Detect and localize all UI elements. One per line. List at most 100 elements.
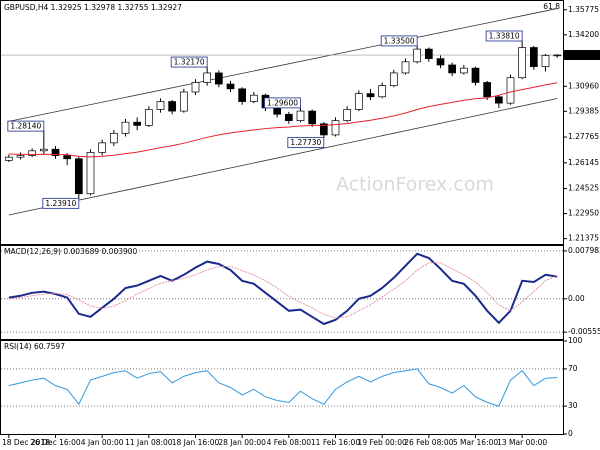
y-tick-label: 1.21375 — [568, 234, 599, 243]
annotation-box — [42, 197, 80, 209]
y-tick-label: 70 — [568, 364, 578, 373]
annotation-box — [170, 56, 208, 68]
annotation-box — [264, 97, 301, 109]
x-tick-label: 11 Feb 16:00 — [311, 438, 360, 447]
candle-body — [448, 64, 457, 74]
last-price-box — [564, 50, 600, 61]
candle-body — [331, 120, 340, 136]
candle-body — [28, 150, 37, 156]
candle-body — [133, 121, 142, 126]
candle-body — [86, 152, 95, 195]
macd-panel — [0, 245, 564, 340]
annotation-label: 1.32170 — [174, 58, 205, 67]
annotation-box — [485, 30, 523, 42]
candle-body — [553, 54, 562, 57]
annotation-box — [380, 35, 418, 47]
candle-body — [51, 148, 60, 156]
y-tick-label: 1.35775 — [568, 5, 599, 14]
candle-body — [16, 155, 25, 158]
x-tick-label: 26 Dec 16:00 — [30, 438, 81, 447]
annotation-label: 1.29600 — [267, 98, 298, 107]
rsi-title: RSI(14) 60.7597 — [4, 342, 65, 351]
x-tick-label: 5 Mar 16:00 — [453, 438, 499, 447]
candle-body — [249, 94, 258, 102]
candle-body — [518, 47, 527, 79]
candle-body — [168, 101, 177, 112]
candle-body — [529, 47, 538, 67]
y-tick-label: 1.34200 — [568, 30, 599, 39]
candle-body — [226, 83, 235, 90]
y-tick-label: 1.22950 — [568, 209, 599, 218]
candle-body — [156, 101, 165, 110]
x-tick-label: 11 Jan 08:00 — [125, 438, 173, 447]
trend-line — [8, 8, 558, 122]
x-tick-label: 4 Feb 08:00 — [267, 438, 312, 447]
y-tick-label: 1.29385 — [568, 106, 599, 115]
candle-body — [494, 96, 503, 104]
annotation-label: 1.28140 — [10, 122, 41, 131]
fib-label: 61.8 — [543, 2, 560, 11]
candle-body — [319, 123, 328, 136]
candle-body — [541, 55, 550, 67]
candle-body — [4, 156, 13, 161]
candle-body — [179, 91, 188, 112]
candle-body — [121, 121, 130, 134]
candle-body — [74, 158, 83, 195]
rsi-panel — [0, 340, 564, 435]
candle-body — [424, 48, 433, 59]
candle-body — [296, 110, 305, 121]
candle-body — [109, 132, 118, 144]
price-panel — [0, 0, 564, 245]
annotation-label: 1.23910 — [45, 199, 76, 208]
series-line — [8, 262, 558, 319]
annotation-label: 1.27730 — [290, 138, 321, 147]
y-tick-label: 0.00 — [568, 294, 585, 303]
candle-body — [203, 72, 212, 83]
series-line — [8, 368, 558, 407]
annotation-label: 1.33500 — [384, 36, 415, 45]
y-tick-label: 1.26145 — [568, 158, 599, 167]
x-tick-label: 26 Feb 08:00 — [404, 438, 453, 447]
y-tick-label: 30 — [568, 401, 578, 410]
candle-body — [436, 58, 445, 66]
candle-body — [63, 155, 72, 160]
annotation-box — [287, 137, 325, 149]
candle-body — [471, 67, 480, 83]
candle-body — [273, 107, 282, 115]
y-tick-label: 0.007983 — [568, 246, 600, 255]
y-tick-label: 0 — [568, 429, 573, 438]
x-tick-label: 13 Mar 00:00 — [497, 438, 547, 447]
x-tick-label: 18 Jan 16:00 — [172, 438, 220, 447]
watermark: ActionForex.com — [336, 174, 494, 196]
x-tick-label: 4 Jan 00:00 — [81, 438, 124, 447]
x-tick-label: 28 Jan 00:00 — [218, 438, 266, 447]
candle-body — [413, 48, 422, 63]
annotation-box — [7, 120, 45, 132]
annotation-label: 1.33810 — [489, 31, 520, 40]
ma-line — [8, 82, 558, 158]
candle-body — [366, 93, 375, 98]
candle-body — [401, 61, 410, 74]
candle-body — [459, 67, 468, 74]
candle-body — [483, 82, 492, 98]
candle-body — [238, 88, 247, 102]
series-line — [8, 252, 558, 326]
candle-body — [214, 72, 223, 85]
y-tick-label: 1.30960 — [568, 81, 599, 90]
candle-body — [284, 113, 293, 121]
candle-body — [389, 72, 398, 86]
x-tick-label: 19 Feb 00:00 — [358, 438, 407, 447]
trend-line — [8, 98, 558, 216]
x-tick-label: 18 Dec 2018 — [2, 438, 50, 447]
last-price-label: 1.32927 — [566, 51, 597, 60]
macd-title: MACD(12,26,9) 0.003689 0.003900 — [4, 247, 138, 256]
y-tick-label: -0.005559 — [568, 327, 600, 336]
y-tick-label: 1.27765 — [568, 132, 599, 141]
price-title: GBPUSD,H4 1.32925 1.32978 1.32755 1.3292… — [4, 3, 182, 12]
candle-body — [98, 142, 107, 153]
candle-body — [378, 85, 387, 98]
candle-body — [191, 82, 200, 93]
candle-body — [308, 110, 317, 125]
y-tick-label: 100 — [568, 336, 583, 345]
